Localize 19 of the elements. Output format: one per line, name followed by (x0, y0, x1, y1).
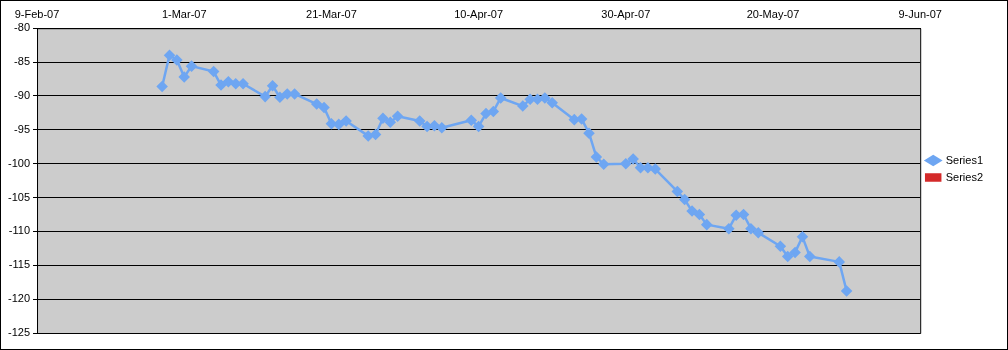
y-tick-label: -80 (14, 21, 31, 34)
legend-label: Series2 (945, 170, 983, 183)
y-tick-label: -115 (8, 258, 31, 271)
legend-label: Series1 (945, 153, 983, 166)
y-tick-label: -95 (14, 122, 31, 135)
y-tick-label: -110 (8, 224, 31, 237)
x-tick-label: 10-Apr-07 (454, 7, 504, 20)
y-tick-label: -125 (7, 326, 31, 339)
x-tick-label: 21-Mar-07 (306, 7, 357, 20)
x-tick-label: 30-Apr-07 (601, 7, 651, 20)
y-tick-label: -90 (14, 88, 31, 101)
y-tick-label: -85 (14, 55, 31, 68)
x-tick-label: 9-Jun-07 (898, 7, 942, 20)
x-tick-label: 20-May-07 (746, 7, 800, 20)
y-tick-label: -100 (7, 156, 31, 169)
x-tick-label: 9-Feb-07 (14, 7, 60, 20)
x-tick-label: 1-Mar-07 (161, 7, 207, 20)
y-tick-label: -105 (7, 190, 31, 203)
y-tick-label: -120 (7, 292, 31, 305)
